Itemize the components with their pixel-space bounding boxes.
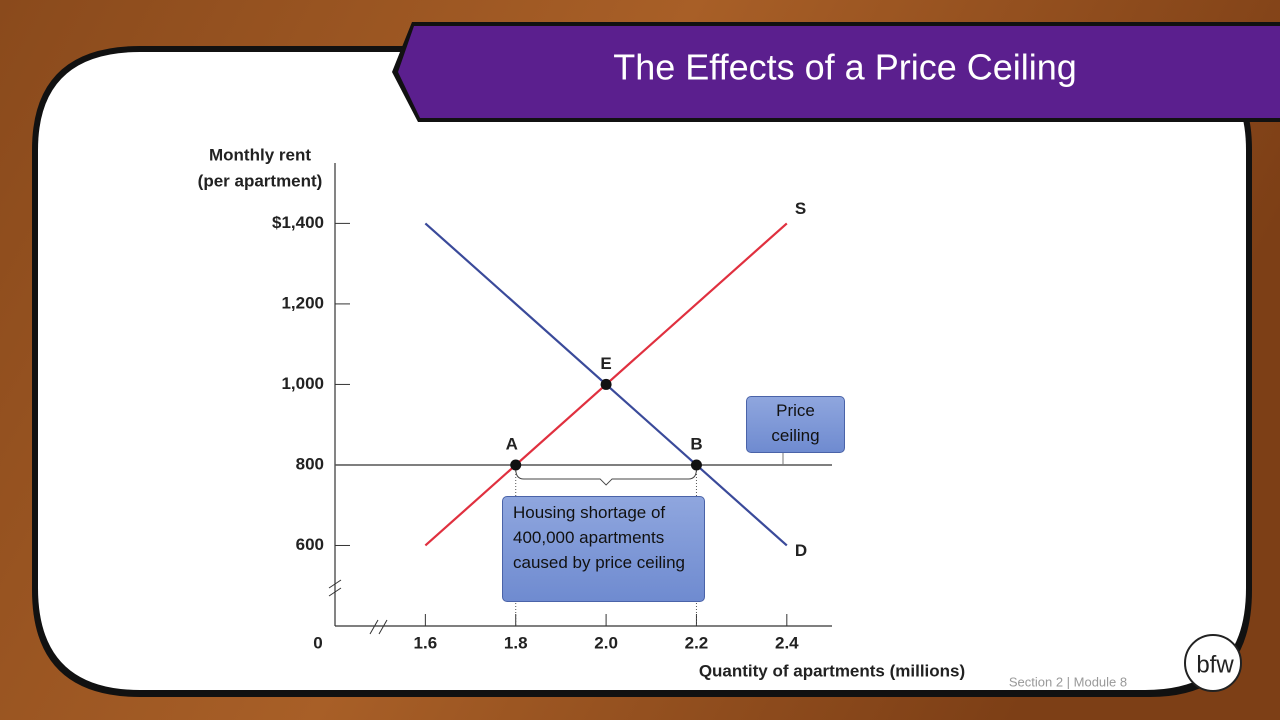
point-label: A	[506, 434, 518, 453]
banner	[398, 26, 1280, 118]
y-axis-title: Monthly rent	[209, 145, 311, 164]
x-tick-label: 1.8	[504, 633, 528, 652]
y-tick-label: 800	[296, 454, 324, 473]
x-axis-break	[369, 619, 388, 635]
slide-title: The Effects of a Price Ceiling	[613, 47, 1077, 88]
y-axis-title: (per apartment)	[198, 171, 323, 190]
series-label: D	[795, 541, 807, 560]
x-tick-label: 2.0	[594, 633, 618, 652]
logo-circle	[1184, 634, 1242, 692]
y-tick-label: $1,400	[272, 213, 324, 232]
point	[600, 378, 612, 390]
point-label: B	[690, 434, 702, 453]
panel	[38, 52, 1246, 690]
origin-label: 0	[313, 633, 322, 652]
y-tick-label: 600	[296, 535, 324, 554]
logo: bfw	[1196, 651, 1234, 678]
point	[690, 459, 702, 471]
chart: 0 Monthly rent (per apartment) Quantity of …	[198, 145, 966, 680]
shortage-bracket	[515, 468, 697, 486]
footer: Section 2 | Module 8	[1009, 674, 1127, 689]
series-label: S	[795, 199, 806, 218]
y-tick-label: 1,200	[281, 293, 324, 312]
x-tick-label: 2.4	[775, 633, 799, 652]
x-tick-label: 2.2	[685, 633, 709, 652]
x-tick-label: 1.6	[414, 633, 438, 652]
point	[510, 459, 522, 471]
price-ceiling-label: Price ceiling	[746, 396, 845, 453]
point-label: E	[600, 354, 611, 373]
x-axis-title: Quantity of apartments (millions)	[699, 661, 965, 680]
shortage-annotation: Housing shortage of 400,000 apartments c…	[502, 496, 705, 602]
y-axis-break	[328, 579, 342, 597]
y-tick-label: 1,000	[281, 374, 324, 393]
